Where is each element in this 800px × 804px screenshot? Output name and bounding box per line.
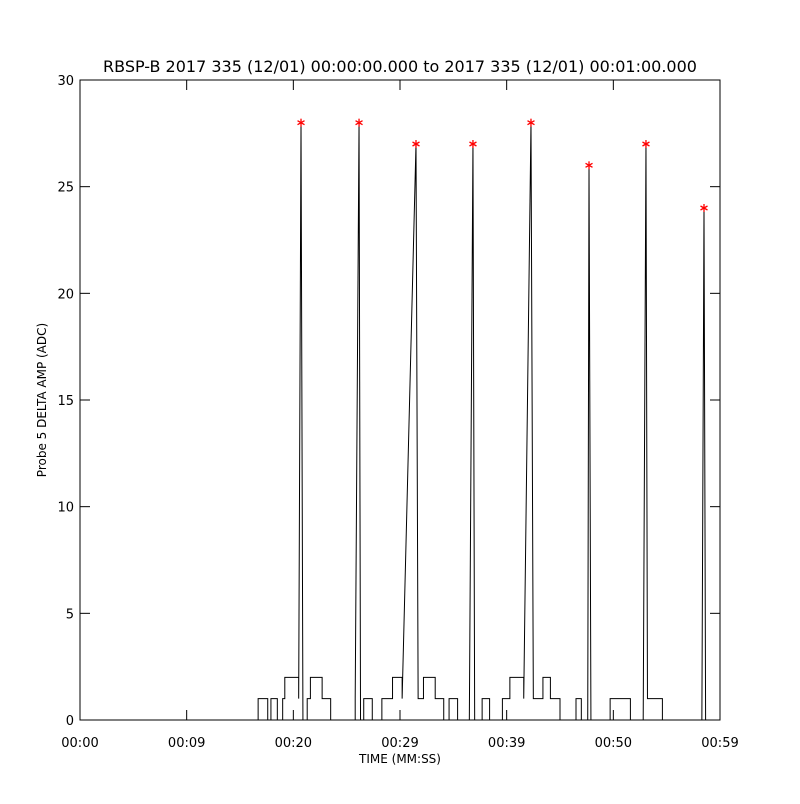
peak-marker [527, 118, 535, 127]
y-tick-label: 25 [57, 181, 74, 196]
asterisk-stroke [642, 141, 650, 147]
x-tick-label: 00:29 [381, 736, 418, 751]
x-tick-label: 00:20 [275, 736, 312, 751]
y-axis-label: Probe 5 DELTA AMP (ADC) [35, 323, 49, 477]
asterisk-stroke [355, 120, 363, 126]
asterisk-stroke [469, 141, 477, 147]
y-tick-label: 30 [57, 74, 74, 89]
y-tick-label: 5 [66, 607, 74, 622]
x-tick-label: 00:50 [595, 736, 632, 751]
peak-marker [412, 140, 420, 148]
asterisk-stroke [412, 141, 420, 147]
asterisk-stroke [700, 205, 708, 211]
peak-marker [642, 140, 650, 148]
y-tick-label: 15 [57, 394, 74, 409]
peak-marker [355, 118, 363, 127]
y-tick-label: 20 [57, 287, 74, 302]
y-tick-label: 10 [57, 501, 74, 516]
x-tick-label: 00:09 [168, 736, 205, 751]
chart-title: RBSP-B 2017 335 (12/01) 00:00:00.000 to … [103, 57, 697, 76]
peak-marker [700, 204, 708, 212]
x-tick-label: 00:39 [488, 736, 525, 751]
data-line [80, 122, 720, 721]
asterisk-stroke [297, 120, 305, 126]
peak-marker [297, 118, 305, 127]
x-tick-label: 00:59 [701, 736, 738, 751]
x-tick-label: 00:00 [61, 736, 98, 751]
y-tick-label: 0 [66, 714, 74, 729]
asterisk-stroke [585, 162, 593, 168]
plot-frame [79, 79, 721, 721]
asterisk-stroke [527, 120, 535, 126]
peak-marker [585, 161, 593, 170]
x-axis-label: TIME (MM:SS) [358, 752, 441, 766]
peak-marker [469, 140, 477, 148]
